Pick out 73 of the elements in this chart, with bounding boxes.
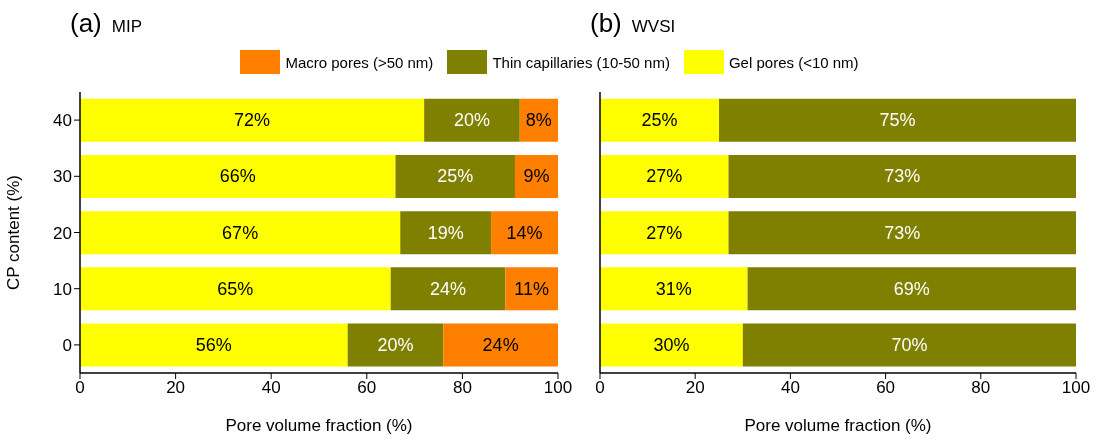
x-tick-label: 0 [595, 378, 605, 398]
x-tick-label: 0 [75, 378, 85, 398]
data-label: 11% [514, 278, 550, 299]
data-label: 72% [234, 110, 271, 131]
bar [424, 98, 520, 142]
data-label: 24% [430, 278, 467, 299]
x-tick-label: 80 [452, 378, 472, 398]
y-tick-label: 0 [62, 335, 72, 355]
x-tick-label: 20 [166, 378, 186, 398]
bar [719, 98, 1076, 142]
legend-label: Macro pores (>50 nm) [285, 53, 434, 71]
x-tick-label: 60 [357, 378, 377, 398]
legend-label: Gel pores (<10 nm) [728, 53, 859, 71]
chart-title: (b) WVSI [590, 8, 676, 38]
bar [600, 211, 729, 255]
x-tick-label: 60 [876, 378, 896, 398]
data-label: 67% [222, 222, 259, 243]
data-label: 20% [377, 335, 414, 356]
data-label: 75% [879, 110, 916, 131]
legend-label: Thin capillaries (10-50 nm) [492, 53, 670, 71]
data-label: 24% [482, 335, 519, 356]
x-axis-title: Pore volume fraction (%) [225, 416, 413, 435]
x-tick-label: 100 [1061, 378, 1091, 398]
bar [728, 211, 1076, 255]
data-label: 20% [453, 110, 490, 131]
x-tick-label: 80 [971, 378, 991, 398]
data-label: 31% [655, 278, 692, 299]
data-label: 73% [884, 166, 921, 187]
bar [80, 154, 396, 198]
y-tick-label: 10 [53, 279, 72, 299]
bar [80, 98, 425, 142]
x-tick-label: 40 [261, 378, 281, 398]
bar [505, 267, 558, 311]
bar [491, 211, 558, 255]
bar [742, 323, 1076, 367]
data-label: 30% [653, 335, 690, 356]
bar [390, 267, 506, 311]
bar [80, 211, 401, 255]
x-tick-label: 40 [780, 378, 800, 398]
data-label: 56% [195, 335, 232, 356]
data-label: 27% [646, 166, 683, 187]
y-tick-label: 40 [53, 111, 72, 131]
bar [600, 267, 748, 311]
x-tick-label: 100 [543, 378, 573, 398]
x-tick-label: 20 [685, 378, 705, 398]
bar [747, 267, 1076, 311]
bar [728, 154, 1076, 198]
data-label: 66% [219, 166, 256, 187]
bar [600, 323, 743, 367]
data-label: 65% [217, 278, 254, 299]
data-label: 14% [506, 222, 543, 243]
data-label: 73% [884, 222, 921, 243]
bar [347, 323, 444, 367]
bar [80, 267, 391, 311]
data-label: 27% [646, 222, 683, 243]
bar [600, 154, 729, 198]
data-label: 19% [427, 222, 464, 243]
data-label: 70% [891, 335, 928, 356]
y-axis-title: CP content (%) [4, 175, 24, 290]
data-label: 25% [641, 110, 678, 131]
bar [400, 211, 492, 255]
y-tick-label: 30 [53, 167, 72, 187]
x-axis-title: Pore volume fraction (%) [744, 416, 932, 435]
bar [395, 154, 515, 198]
data-label: 25% [437, 166, 474, 187]
data-label: 9% [523, 166, 550, 187]
data-label: 69% [893, 278, 930, 299]
bar [80, 323, 348, 367]
bar [443, 323, 558, 367]
chart-title: (a) MIP [70, 8, 143, 38]
y-tick-label: 20 [53, 223, 72, 243]
bar [600, 98, 719, 142]
data-label: 8% [525, 110, 552, 131]
